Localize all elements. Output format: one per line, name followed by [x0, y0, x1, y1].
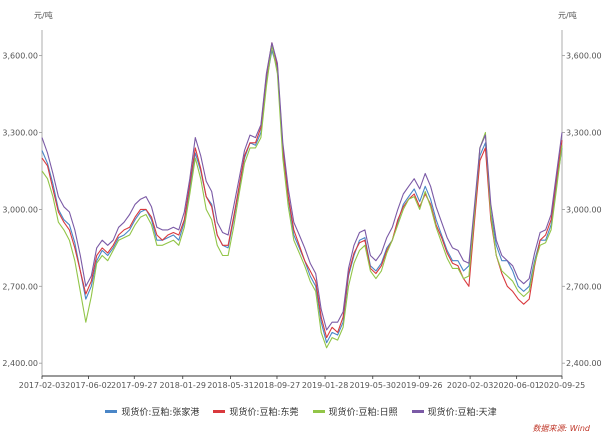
- legend-label: 现货价:豆粕:东莞: [229, 407, 299, 418]
- y-tick-label-left: 2,400.00: [2, 359, 38, 368]
- legend: 现货价:豆粕:张家港 现货价:豆粕:东莞 现货价:豆粕:日照 现货价:豆粕:天津: [0, 403, 602, 419]
- source-note: 数据来源: Wind: [532, 424, 590, 433]
- legend-item-4[interactable]: 现货价:豆粕:天津: [411, 405, 497, 418]
- y-axis-unit-left: 元/吨: [34, 10, 53, 20]
- y-tick-label-right: 3,000.00: [566, 205, 602, 214]
- legend-item-2[interactable]: 现货价:豆粕:东莞: [213, 405, 299, 418]
- x-tick-label: 2019-05-30: [350, 381, 397, 390]
- x-tick-label: 2018-05-31: [207, 381, 254, 390]
- x-tick-label: 2020-09-25: [539, 381, 586, 390]
- y-tick-label-left: 2,700.00: [2, 282, 38, 291]
- legend-item-1[interactable]: 现货价:豆粕:张家港: [105, 405, 199, 418]
- x-tick-label: 2019-01-28: [302, 381, 349, 390]
- series-line-3: [41, 44, 563, 349]
- x-tick-label: 2020-02-03: [447, 381, 494, 390]
- y-tick-label-right: 3,600.00: [566, 52, 602, 61]
- x-tick-label: 2019-09-26: [396, 381, 443, 390]
- legend-label: 现货价:豆粕:天津: [427, 407, 497, 418]
- y-tick-label-right: 2,700.00: [566, 282, 602, 291]
- legend-label: 现货价:豆粕:张家港: [121, 407, 200, 418]
- x-tick-label: 2018-09-27: [254, 381, 301, 390]
- x-tick-label: 2017-09-27: [111, 381, 158, 390]
- x-tick-label: 2017-06-02: [65, 381, 112, 390]
- legend-item-3[interactable]: 现货价:豆粕:日照: [312, 405, 398, 418]
- legend-label: 现货价:豆粕:日照: [328, 407, 398, 418]
- x-tick-label: 2017-02-03: [19, 381, 66, 390]
- series-lines: [41, 42, 563, 349]
- x-tick-label: 2020-06-01: [493, 381, 540, 390]
- legend-swatch: [312, 409, 325, 413]
- legend-swatch: [411, 409, 424, 413]
- axes: 2,400.00 2,400.00 2,700.00 2,700.00 3,000.00…: [2, 30, 602, 390]
- y-tick-label-right: 2,400.00: [566, 359, 602, 368]
- y-tick-label-left: 3,600.00: [2, 52, 38, 61]
- legend-swatch: [213, 409, 226, 413]
- y-tick-label-left: 3,300.00: [2, 129, 38, 138]
- series-line-1: [41, 49, 563, 344]
- legend-swatch: [105, 409, 118, 413]
- x-tick-label: 2018-01-29: [160, 381, 207, 390]
- y-tick-label-left: 3,000.00: [2, 205, 38, 214]
- series-line-2: [41, 42, 563, 339]
- y-axis-unit-right: 元/吨: [558, 10, 577, 20]
- y-tick-label-right: 3,300.00: [566, 129, 602, 138]
- series-line-4: [41, 42, 563, 331]
